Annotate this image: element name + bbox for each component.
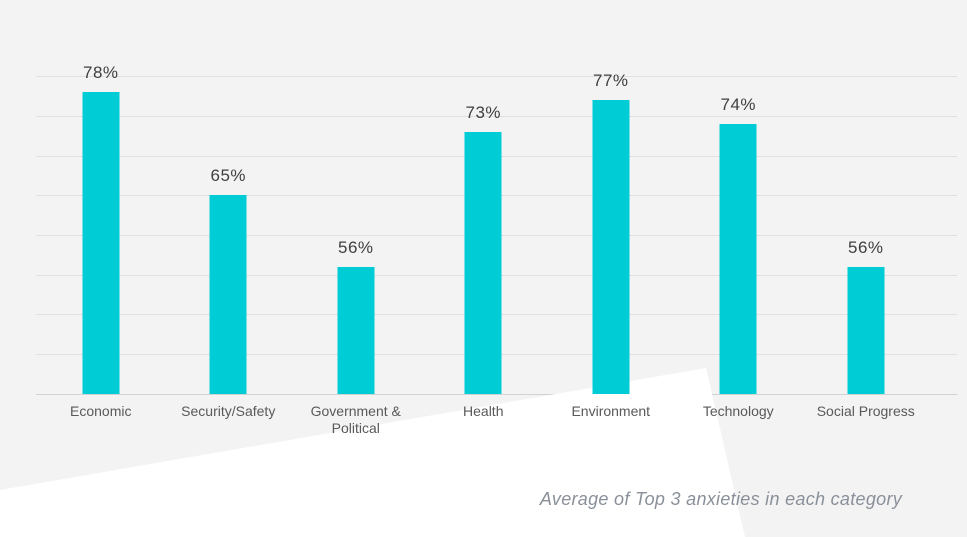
bar-social-progress bbox=[847, 266, 885, 394]
bar-health bbox=[464, 131, 502, 394]
category-slot-economic: 78% Economic bbox=[37, 0, 165, 537]
chart-caption: Average of Top 3 anxieties in each categ… bbox=[539, 489, 903, 509]
category-label-technology: Technology bbox=[702, 403, 774, 419]
value-label-security-safety: 65% bbox=[210, 166, 247, 186]
value-label-technology: 74% bbox=[720, 94, 757, 114]
category-slot-social-progress: 56% Social Progress bbox=[802, 0, 930, 537]
category-label-security-safety: Security/Safety bbox=[181, 403, 276, 419]
value-label-health: 73% bbox=[465, 102, 502, 122]
value-label-economic: 78% bbox=[82, 62, 119, 82]
category-label-health: Health bbox=[463, 403, 504, 419]
x-axis-line bbox=[36, 393, 957, 395]
wedge-shape bbox=[0, 368, 745, 537]
value-label-social-progress: 56% bbox=[847, 237, 884, 257]
category-label-government-political: Government & Political bbox=[310, 403, 401, 436]
category-slot-environment: 77% Environment bbox=[547, 0, 675, 537]
bar-security-safety bbox=[209, 195, 247, 394]
gridline bbox=[36, 115, 957, 117]
bar-government-political bbox=[337, 266, 375, 394]
category-label-social-progress: Social Progress bbox=[816, 403, 915, 419]
category-label-environment: Environment bbox=[571, 403, 651, 419]
gridline bbox=[36, 76, 957, 77]
value-label-environment: 77% bbox=[592, 70, 629, 90]
bar-technology bbox=[719, 123, 757, 394]
category-slot-government-political: 56% Government & Political bbox=[292, 0, 420, 537]
bar-economic bbox=[82, 91, 120, 394]
category-label-economic: Economic bbox=[70, 403, 132, 419]
category-slot-technology: 74% Technology bbox=[675, 0, 803, 537]
value-label-government-political: 56% bbox=[337, 237, 374, 257]
category-slot-health: 73% Health bbox=[420, 0, 548, 537]
category-slot-security-safety: 65% Security/Safety bbox=[165, 0, 293, 537]
bar-environment bbox=[592, 99, 630, 394]
